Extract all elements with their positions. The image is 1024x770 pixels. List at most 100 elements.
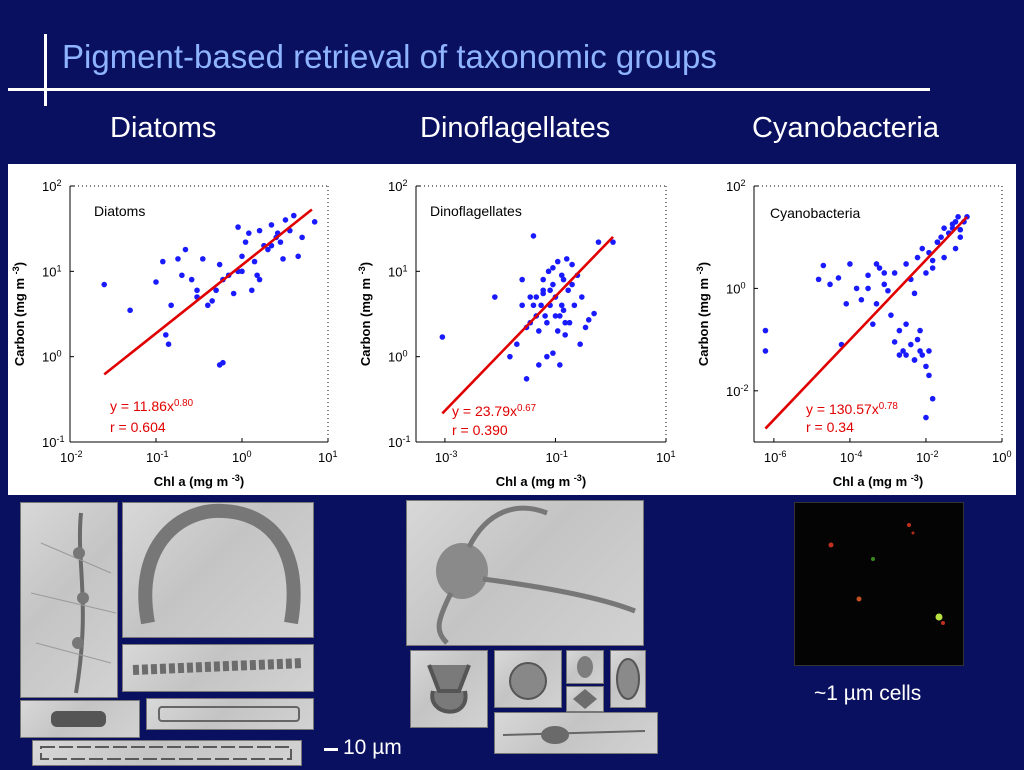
data-point [519, 302, 525, 309]
data-point [903, 321, 909, 327]
data-point [554, 328, 561, 334]
data-point [265, 246, 271, 253]
data-point [179, 272, 185, 279]
data-point [175, 256, 181, 262]
dinoflagellate-round-sketch [509, 662, 547, 700]
inset-label: Dinoflagellates [430, 203, 522, 219]
data-point [891, 270, 898, 276]
data-point [519, 276, 525, 283]
x-tick-label: 10-1 [146, 449, 169, 465]
correlation-label: r = 0.390 [452, 422, 508, 438]
data-point [188, 276, 195, 283]
data-point [610, 239, 616, 245]
data-point [934, 239, 941, 245]
data-point [923, 414, 929, 421]
data-point [560, 307, 567, 314]
diatom-chain-sketch [30, 512, 117, 694]
data-point [562, 332, 568, 338]
data-point [577, 341, 583, 347]
data-point [544, 319, 550, 326]
data-point [290, 212, 297, 219]
data-point [239, 253, 245, 260]
y-axis-label: Carbon (mg m -3) [11, 262, 27, 366]
scale-bar-label: 10 µm [343, 736, 402, 759]
data-point [908, 341, 914, 348]
data-point [248, 287, 255, 294]
data-point [579, 294, 585, 300]
data-point [182, 246, 189, 253]
inset-label: Cyanobacteria [770, 205, 860, 221]
data-point [153, 279, 159, 285]
diatom-bead-chain-sketch [132, 658, 304, 675]
x-tick-label: 10-4 [840, 449, 863, 465]
power-fit-line [441, 235, 614, 415]
data-point [268, 222, 275, 228]
data-point [439, 334, 446, 340]
data-point [762, 327, 769, 334]
dinoflagellates-scatter-chart: 10-3 10-1 101 10-1 100 101 102 Chl a (mg m -3) C… [357, 178, 676, 489]
data-point [914, 254, 921, 261]
data-point [911, 357, 918, 363]
data-point [239, 268, 245, 275]
data-point [507, 353, 513, 360]
dinoflagellate-round-micrograph [494, 650, 562, 708]
y-tick-label: 102 [726, 178, 746, 194]
dinoflagellate-horned-micrograph [410, 650, 488, 728]
data-point [254, 272, 260, 279]
group-label-cyanobacteria: Cyanobacteria [752, 112, 939, 144]
data-point [492, 294, 498, 300]
dinoflagellate-oval-sketch [616, 658, 640, 700]
cyanobacteria-fluorescence-image [794, 502, 964, 666]
cyanobacteria-scatter-chart: 10-6 10-4 10-2 100 10-2 100 102 Chl a (mg m -3)… [695, 178, 1012, 489]
y-tick-label: 10-2 [726, 383, 749, 399]
dinoflagellate-spined-sketch [502, 726, 646, 744]
diatom-bead-chain-micrograph [122, 644, 314, 692]
x-axis-label: Chl a (mg m -3) [496, 473, 586, 489]
data-point [530, 302, 537, 309]
slide-title: Pigment-based retrieval of taxonomic gro… [62, 38, 717, 75]
data-point [949, 221, 956, 227]
data-point [815, 276, 822, 283]
data-point [563, 256, 570, 262]
group-label-dinoflagellates: Dinoflagellates [420, 112, 611, 144]
data-point [230, 290, 237, 297]
data-point [595, 239, 602, 245]
data-point [923, 363, 929, 370]
data-point [903, 352, 909, 358]
diatom-arc-sketch [138, 503, 301, 625]
data-point [885, 287, 891, 294]
fit-equation-label: y = 130.57x0.78 [806, 401, 898, 418]
data-point [530, 233, 537, 239]
dinoflagellate-small-sketch-2 [573, 689, 597, 709]
data-point [565, 287, 571, 294]
data-point [256, 227, 263, 234]
data-point [533, 294, 540, 300]
data-point [246, 230, 252, 236]
data-point [514, 341, 520, 347]
data-point [552, 313, 559, 319]
data-point [209, 298, 215, 304]
data-point [571, 302, 578, 309]
data-point [557, 313, 563, 319]
data-point [277, 239, 284, 245]
data-point [914, 336, 921, 343]
data-point [550, 265, 556, 271]
diatom-arc-micrograph [122, 502, 314, 638]
data-point [558, 302, 565, 309]
data-point [929, 257, 936, 264]
data-point [199, 256, 206, 262]
data-point [101, 281, 108, 288]
y-tick-label: 100 [726, 280, 746, 296]
data-point [888, 312, 894, 318]
data-point [557, 362, 563, 368]
data-point [162, 332, 169, 338]
data-point [127, 307, 133, 314]
data-point [929, 265, 936, 271]
data-point [881, 281, 888, 288]
cell-size-caption: ~1 µm cells [814, 682, 922, 705]
data-point [903, 261, 909, 267]
data-point [536, 362, 542, 368]
data-point [544, 353, 550, 360]
fit-equation-label: y = 23.79x0.67 [452, 403, 536, 420]
data-point [941, 254, 947, 261]
